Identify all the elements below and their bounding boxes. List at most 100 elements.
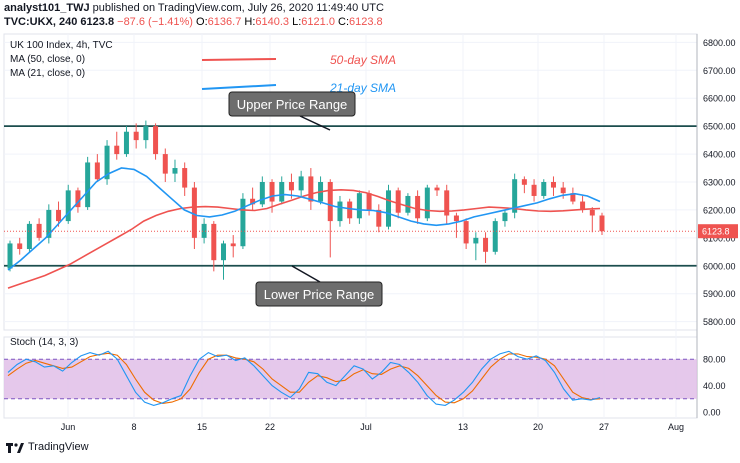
stochastic-pane: 0.00 40.00 80.00 (4, 350, 726, 418)
close-value: 6123.8 (349, 16, 383, 28)
sma50-swatch (201, 58, 277, 61)
time-axis: Jun 8 15 22 Jul 13 20 27 Aug (61, 422, 684, 432)
candle-body (599, 215, 605, 232)
candle-body (85, 162, 91, 208)
price-tick-label: 6300.00 (703, 178, 736, 188)
current-price-label: 6123.8 (702, 227, 730, 237)
stoch-tick-label: 40.00 (703, 381, 726, 391)
publish-info: published on TradingView.com, July 26, 2… (92, 2, 384, 14)
low-value: 6121.0 (301, 16, 335, 28)
time-tick-label: 27 (599, 422, 609, 432)
moving-averages (7, 167, 601, 289)
candle-body (550, 182, 556, 188)
last-price: 6123.8 (80, 16, 115, 28)
candle-body (17, 243, 23, 250)
lower-pointer (291, 265, 321, 283)
candle-body (376, 209, 382, 227)
candle-body (463, 221, 469, 244)
time-tick-label: 15 (197, 422, 207, 432)
price-tick-label: 6400.00 (703, 150, 736, 160)
candle-body (65, 190, 71, 222)
price-axis: 5800.00 5900.00 6000.00 6100.00 6200.00 6300.… (4, 34, 738, 418)
candle-body (385, 190, 391, 227)
upper-range-callout (228, 91, 356, 117)
publisher-name: analyst101_TWJ (4, 2, 90, 14)
sma21-swatch (201, 84, 277, 90)
candle-body (143, 126, 149, 141)
candle-body (521, 179, 527, 185)
candle-body (250, 198, 256, 205)
price-tick-label: 6000.00 (703, 261, 736, 271)
candle-body (415, 195, 421, 219)
tradingview-brand: TradingView (28, 441, 89, 453)
open-value: 6136.7 (207, 16, 242, 28)
stoch-tick-label: 80.00 (703, 355, 726, 365)
candle-body (444, 190, 450, 216)
candle-body (162, 154, 168, 174)
publish-header: analyst101_TWJ published on TradingView.… (4, 2, 384, 14)
lower-range-label: Lower Price Range (264, 287, 375, 302)
price-tick-label: 5800.00 (703, 317, 736, 327)
chart-title: UK 100 Index, 4h, TVC (10, 40, 113, 51)
price-tick-label: 6200.00 (703, 205, 736, 215)
tradingview-logo[interactable]: TradingView (6, 441, 89, 453)
time-tick-label: Aug (668, 422, 684, 432)
candle-body (104, 145, 110, 180)
stoch-k-line (7, 350, 601, 406)
candle-body (259, 182, 265, 205)
price-change: −87.6 (−1.41%) (117, 16, 193, 28)
candle-body (7, 243, 13, 269)
candle-body (298, 176, 304, 191)
candle-body (94, 162, 100, 180)
time-tick-label: 20 (533, 422, 543, 432)
upper-pointer (299, 115, 331, 131)
ma50-line (7, 188, 601, 289)
candle-body (337, 201, 343, 222)
candle-body (172, 168, 178, 174)
candle-body (182, 168, 188, 188)
lower-range-callout (255, 281, 383, 307)
candle-body (580, 201, 586, 210)
candle-body (327, 182, 333, 222)
candle-body (46, 209, 52, 238)
candle-body (123, 131, 129, 155)
stoch-band (4, 359, 697, 399)
candle-body (531, 184, 537, 196)
candle-body (541, 182, 547, 196)
ma21-legend: MA (21, close, 0) (10, 68, 85, 79)
candle-body (36, 223, 42, 238)
candle-body (405, 195, 411, 213)
candle-body (269, 182, 275, 202)
time-tick-label: 8 (131, 422, 136, 432)
candle-body (473, 237, 479, 244)
stoch-d-line (7, 352, 601, 404)
time-tick-label: 22 (265, 422, 275, 432)
candle-body (133, 131, 139, 141)
candle-body (201, 223, 207, 238)
candle-body (75, 190, 81, 208)
candle-body (453, 215, 459, 222)
candle-body (211, 223, 217, 261)
candle-body (279, 182, 285, 202)
candle-body (356, 193, 362, 219)
candle-body (560, 187, 566, 194)
symbol-label: TVC:UKX, 240 (4, 16, 78, 28)
range-levels (4, 125, 697, 267)
ohlc-header: TVC:UKX, 240 6123.8 −87.6 (−1.41%) O:613… (4, 16, 383, 28)
price-tick-label: 6500.00 (703, 122, 736, 132)
time-tick-label: Jun (61, 422, 76, 432)
price-tick-label: 6800.00 (703, 38, 736, 48)
candle-body (424, 187, 430, 219)
price-tick-label: 5900.00 (703, 289, 736, 299)
price-tick-label: 6600.00 (703, 94, 736, 104)
candle-body (570, 193, 576, 202)
candle-body (347, 201, 353, 219)
candle-body (492, 221, 498, 252)
candle-body (395, 190, 401, 213)
sma50-label: 50-day SMA (330, 53, 396, 67)
candles (7, 120, 605, 280)
candle-body (191, 187, 197, 238)
candle-body (26, 223, 32, 250)
candle-body (502, 212, 508, 222)
